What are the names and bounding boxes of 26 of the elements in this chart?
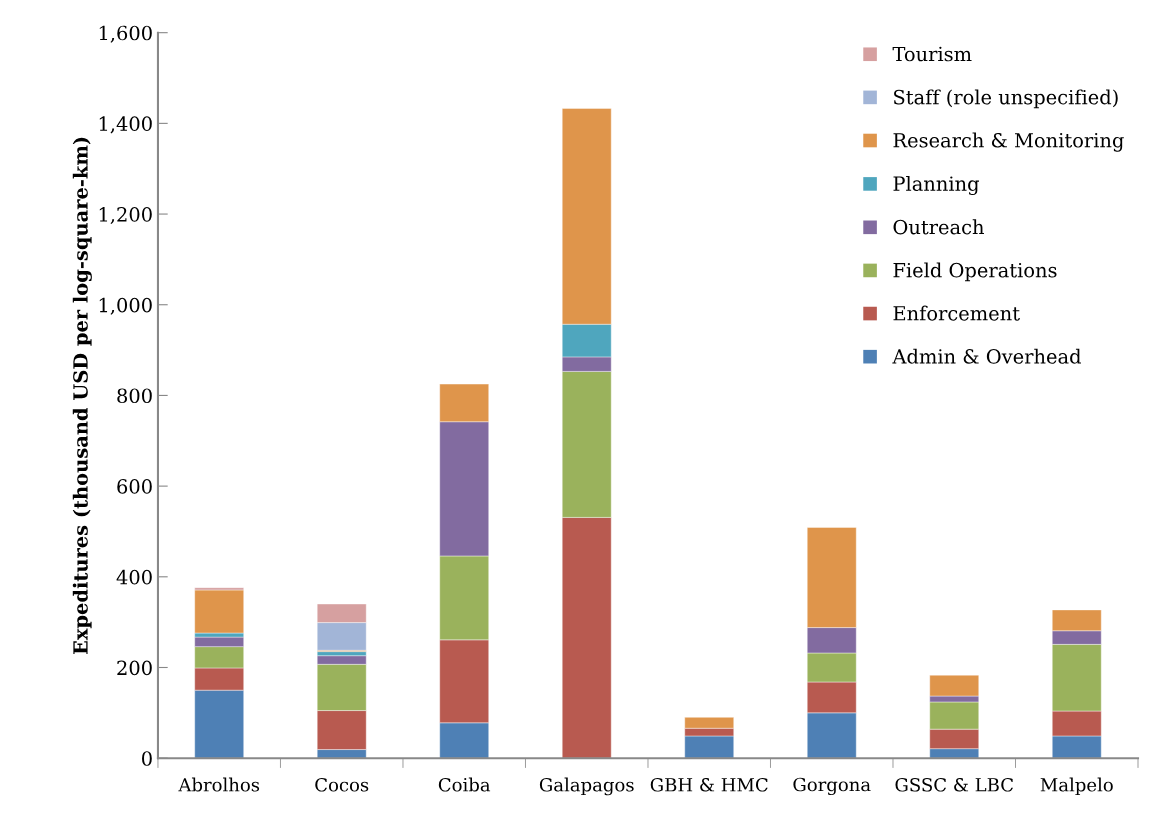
y-tick-label: 1,400 — [99, 116, 152, 134]
x-tick-label: GSSC & LBC — [895, 777, 1013, 792]
y-tick-label: 1,000 — [99, 297, 152, 315]
y-tick-label: 800 — [117, 388, 152, 404]
x-tick-label: Gorgona — [793, 777, 871, 796]
y-tick-label: 400 — [116, 569, 152, 585]
legend-label: Planning — [893, 175, 979, 196]
y-tick-label: 600 — [117, 479, 152, 494]
x-tick-label: Abrolhos — [178, 777, 260, 792]
legend-label: Enforcement — [893, 305, 1020, 321]
x-tick-label: Cocos — [315, 777, 369, 792]
legend-label: Research & Monitoring — [893, 132, 1124, 152]
y-tick-label: 1,200 — [99, 207, 152, 225]
legend-label: Admin & Overhead — [892, 348, 1081, 364]
legend-label: Outreach — [893, 219, 984, 235]
y-tick-label: 0 — [142, 751, 152, 766]
legend-label: Field Operations — [893, 262, 1057, 282]
x-tick-label: GBH & HMC — [650, 777, 768, 792]
legend-label: Tourism — [892, 46, 972, 62]
y-tick-label: 1,600 — [99, 25, 152, 43]
x-tick-label: Malpelo — [1040, 777, 1113, 796]
x-tick-label: Coiba — [438, 777, 491, 792]
legend-label: Staff (role unspecified) — [894, 89, 1118, 109]
x-tick-label: Galapagos — [539, 777, 634, 796]
y-tick-label: 200 — [117, 660, 152, 676]
y-axis-title: Expeditures (thousand USD per log-square-km) — [72, 137, 92, 655]
